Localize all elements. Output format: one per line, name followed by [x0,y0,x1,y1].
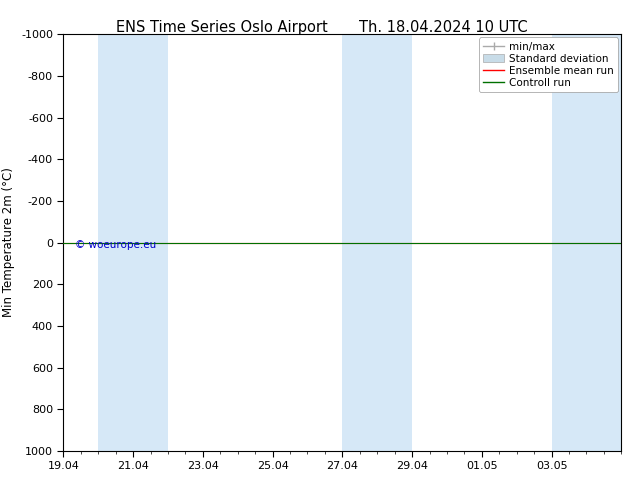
Bar [552,34,621,451]
Text: ENS Time Series Oslo Airport: ENS Time Series Oslo Airport [116,20,328,35]
Text: Th. 18.04.2024 10 UTC: Th. 18.04.2024 10 UTC [359,20,528,35]
Bar [342,34,412,451]
Text: © woeurope.eu: © woeurope.eu [75,241,156,250]
Legend: min/max, Standard deviation, Ensemble mean run, Controll run: min/max, Standard deviation, Ensemble me… [479,37,618,92]
Bar [98,34,168,451]
Y-axis label: Min Temperature 2m (°C): Min Temperature 2m (°C) [3,168,15,318]
